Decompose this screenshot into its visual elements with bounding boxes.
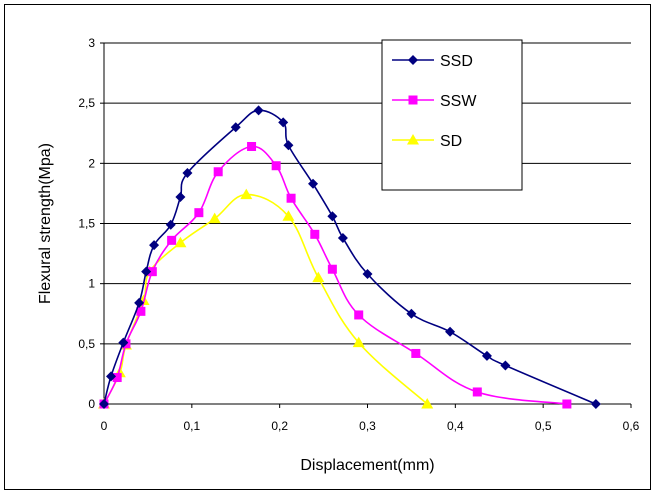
legend-box — [381, 39, 523, 191]
gridlines — [104, 42, 631, 345]
data-point-ssw — [286, 193, 296, 203]
data-point-ssd — [308, 178, 319, 189]
data-point-ssd — [481, 350, 492, 361]
y-tick-label: 1 — [88, 277, 95, 291]
data-point-ssw — [327, 264, 337, 274]
data-point-sd — [174, 236, 187, 248]
series-line-ssd — [103, 109, 597, 405]
data-point-ssd — [165, 219, 176, 230]
legend-item-ssw: SSW — [392, 93, 477, 110]
data-point-ssd — [182, 167, 193, 178]
x-tick-label: 0,5 — [535, 419, 552, 433]
data-point-ssd — [327, 211, 338, 222]
legend-label-sd: SD — [440, 133, 462, 150]
data-point-sd — [421, 398, 434, 409]
x-tick-label: 0,4 — [447, 419, 464, 433]
data-point-ssd — [230, 122, 241, 133]
x-tick-label: 0,1 — [183, 419, 200, 433]
data-point-ssw — [472, 387, 482, 397]
data-point-ssd — [500, 360, 511, 371]
legend-item-sd: SD — [392, 133, 462, 150]
legend: SSD SSW SD — [381, 39, 523, 191]
x-axis-label: Displacement(mm) — [300, 457, 434, 474]
data-point-sd — [240, 188, 253, 200]
data-point-ssw — [310, 229, 320, 239]
axes — [100, 42, 632, 408]
data-point-ssd — [445, 326, 456, 337]
series-sd — [98, 188, 434, 409]
data-point-ssd — [283, 140, 294, 151]
series-ssd — [99, 105, 601, 409]
data-point-ssd — [106, 371, 117, 382]
data-point-sd — [312, 271, 325, 283]
series-line-sd — [103, 193, 428, 405]
data-point-ssw — [213, 167, 223, 177]
data-point-ssw — [167, 235, 177, 245]
y-tick-label: 0 — [88, 397, 95, 411]
x-tick-label: 0,3 — [359, 419, 376, 433]
data-point-ssd — [406, 308, 417, 319]
y-axis-label: Flexural strength(Mpa) — [37, 143, 54, 304]
data-point-ssw — [562, 399, 572, 409]
tick-labels: 0 0,5 1 1,5 2 2,5 3 0 0,1 0,2 0,3 0,4 0,5 0,6 — [78, 36, 639, 433]
data-point-ssd — [141, 266, 152, 277]
series-ssw — [99, 141, 572, 409]
data-point-ssd — [134, 297, 145, 308]
legend-marker-sd — [407, 134, 419, 145]
legend-item-ssd: SSD — [392, 53, 473, 70]
data-point-ssd — [118, 337, 129, 348]
data-point-ssw — [271, 161, 281, 171]
series-group — [98, 105, 601, 409]
data-point-ssd — [362, 269, 373, 280]
legend-label-ssw: SSW — [440, 93, 477, 110]
x-tick-label: 0,2 — [271, 419, 288, 433]
data-point-ssw — [411, 348, 421, 358]
data-point-ssd — [99, 399, 109, 409]
y-tick-label: 2 — [88, 156, 95, 170]
data-point-ssd — [175, 192, 186, 203]
data-point-ssw — [247, 141, 257, 151]
y-tick-label: 0,5 — [78, 337, 95, 351]
data-point-ssw — [354, 310, 364, 320]
y-tick-label: 1,5 — [78, 217, 95, 231]
data-point-ssd — [149, 240, 160, 251]
data-point-ssd — [590, 399, 601, 409]
data-point-ssd — [337, 232, 348, 243]
data-point-sd — [208, 212, 221, 224]
y-tick-label: 2,5 — [78, 96, 95, 110]
data-point-ssd — [278, 117, 289, 128]
data-point-ssd — [253, 105, 264, 116]
y-tick-label: 3 — [88, 36, 95, 50]
x-tick-label: 0,6 — [623, 419, 640, 433]
chart-frame — [4, 4, 651, 490]
legend-marker-ssw — [408, 95, 418, 105]
data-point-sd — [352, 336, 365, 348]
legend-label-ssd: SSD — [440, 53, 473, 70]
data-point-ssw — [194, 208, 204, 218]
data-point-ssw — [112, 373, 122, 383]
data-point-ssw — [136, 306, 146, 316]
x-tick-label: 0 — [101, 419, 108, 433]
data-point-sd — [282, 210, 295, 221]
legend-marker-ssd — [408, 55, 418, 65]
data-point-ssw — [147, 267, 157, 277]
